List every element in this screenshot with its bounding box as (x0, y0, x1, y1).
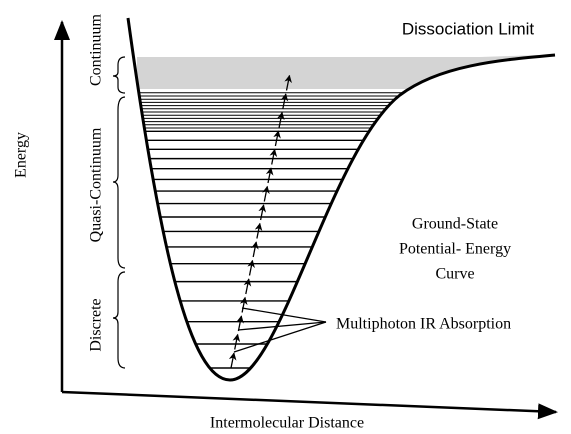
absorption-label: Multiphoton IR Absorption (336, 316, 511, 333)
photon-arrow (284, 74, 292, 91)
photon-arrow (232, 333, 241, 350)
region-label: Continuum (88, 13, 105, 86)
x-axis (61, 390, 558, 420)
photon-arrow (247, 259, 255, 276)
photon-arrow (265, 167, 274, 184)
region-brackets (112, 56, 126, 369)
photon-arrow (273, 130, 281, 147)
energy-levels (138, 92, 404, 369)
region-label: Quasi-Continuum (88, 127, 105, 242)
photon-arrow (276, 111, 285, 128)
photon-arrow (258, 204, 267, 221)
photon-arrow (262, 185, 270, 202)
y-axis-label: Energy (13, 132, 30, 178)
photon-arrow (269, 148, 278, 165)
curve-label: Potential- Energy (399, 241, 511, 258)
photon-arrow (250, 241, 259, 258)
photon-arrow (239, 296, 248, 313)
potential-curve (126, 17, 556, 382)
photon-arrow (228, 352, 237, 369)
region-label: Discrete (88, 298, 105, 351)
photon-arrow (243, 278, 252, 295)
photon-arrow (280, 93, 289, 110)
curve-label: Curve (435, 266, 474, 283)
curve-label: Ground-State (412, 216, 498, 233)
dissociation-region (137, 55, 555, 89)
photon-arrow (236, 315, 244, 332)
absorption-arrows (228, 74, 292, 369)
absorption-pointers (233, 307, 327, 353)
photon-arrow (254, 222, 263, 239)
x-axis-label: Intermolecular Distance (210, 415, 364, 432)
dissociation-label: Dissociation Limit (402, 19, 535, 38)
